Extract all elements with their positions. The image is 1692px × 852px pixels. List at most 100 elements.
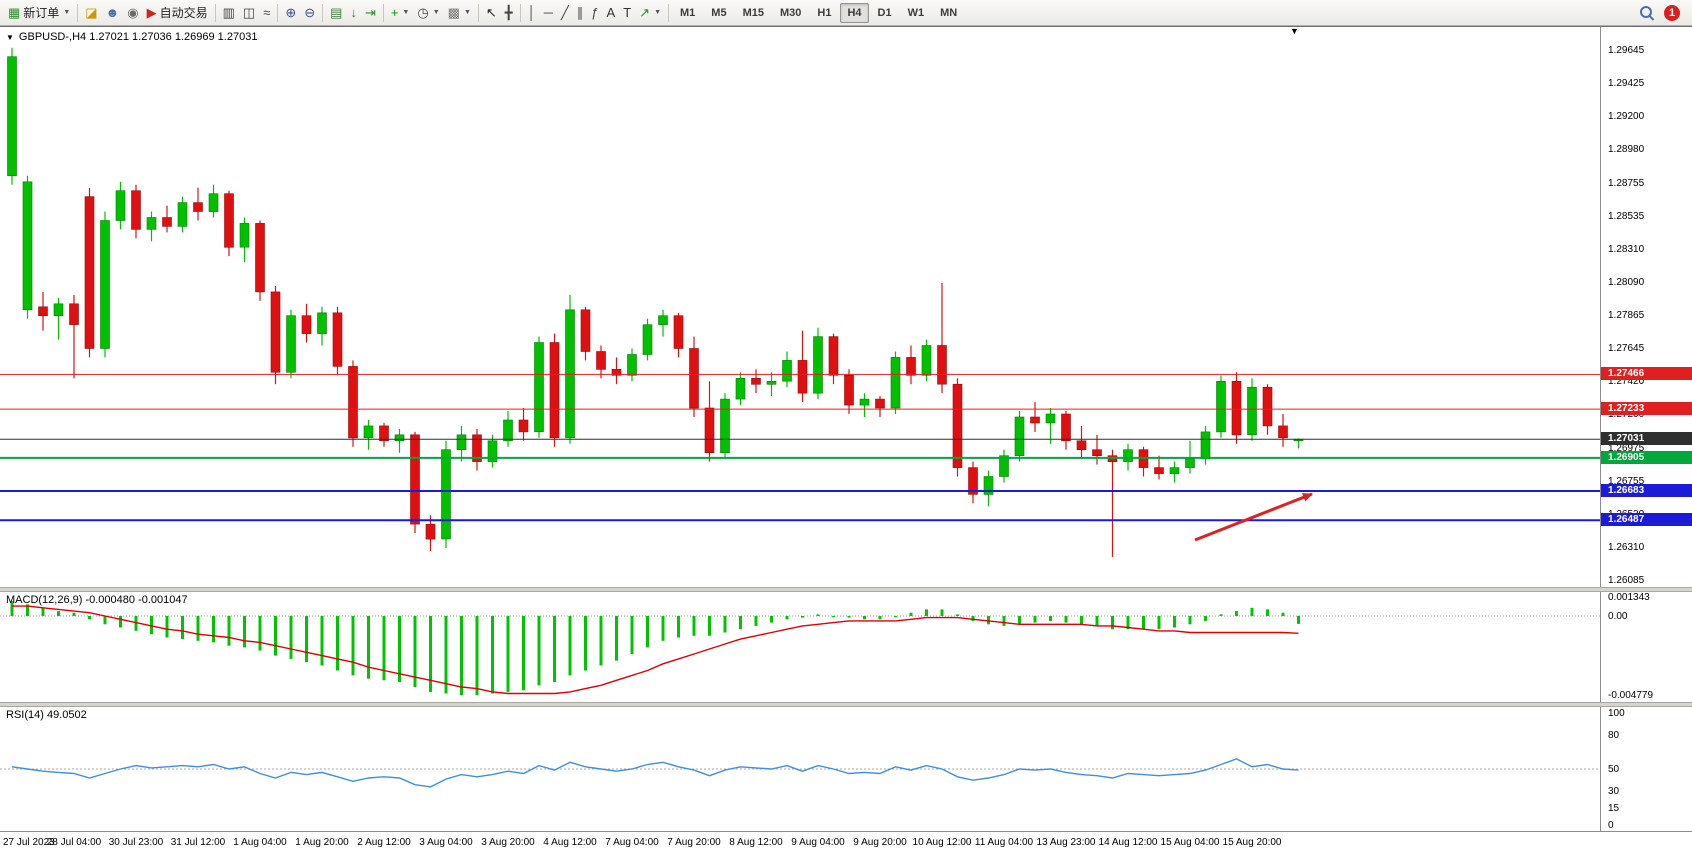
price-scale-tick: 1.29645: [1608, 45, 1645, 56]
bar-chart-button[interactable]: ▥: [219, 4, 239, 21]
toolbar-separator: [382, 3, 384, 22]
search-icon[interactable]: [1640, 5, 1654, 20]
zoom-in-icon: ⊕: [285, 5, 297, 20]
time-axis-label: 11 Aug 04:00: [974, 837, 1034, 848]
rsi-scale-tick: 100: [1608, 707, 1625, 719]
profile-icon: ☻: [105, 5, 120, 20]
time-axis-label: 8 Aug 12:00: [729, 837, 783, 848]
price-scale-tick: 1.27865: [1608, 310, 1645, 321]
timeframe-d1-button[interactable]: D1: [877, 6, 892, 19]
timeframe-m30-button[interactable]: M30: [779, 6, 802, 19]
chart-shift-icon: ⇥: [364, 5, 376, 20]
panel-splitter[interactable]: [0, 587, 1692, 592]
time-axis-label: 7 Aug 04:00: [605, 837, 659, 848]
price-scale[interactable]: 1.29645 1.29425 1.29200 1.28980 1.28755 1.285…: [1600, 27, 1692, 587]
label-button[interactable]: T: [619, 4, 635, 21]
price-scale-tick: 1.28090: [1608, 276, 1645, 288]
cursor-button[interactable]: ↖: [482, 4, 501, 21]
macd-panel[interactable]: MACD(12,26,9) -0.000480 -0.001047: [0, 592, 1600, 702]
price-scale-tick: 1.28535: [1608, 210, 1645, 222]
timeframe-m1-button[interactable]: M1: [680, 6, 696, 19]
time-axis-label: 1 Aug 20:00: [295, 837, 349, 848]
timeframe-h1-button[interactable]: H1: [817, 6, 832, 19]
auto-scroll-button[interactable]: ↓: [346, 4, 361, 21]
rsi-scale-tick: 80: [1608, 730, 1620, 742]
chart-shift-button[interactable]: ⇥: [361, 4, 380, 21]
community-icon: ◉: [127, 5, 139, 20]
chart-header: ▼ GBPUSD-,H4 1.27021 1.27036 1.26969 1.2…: [6, 31, 257, 43]
timeframe-m15-button[interactable]: M15: [742, 6, 764, 19]
text-button[interactable]: A: [603, 4, 620, 21]
fibonacci-button[interactable]: ƒ: [587, 4, 602, 21]
arrows-button[interactable]: ↗ ▼: [635, 4, 665, 21]
timeframe-group: M1 M5 M15 M30 H1 H4 D1 W1 MN: [672, 2, 965, 23]
quotes-window-button[interactable]: ◪: [81, 4, 101, 21]
channel-button[interactable]: ∥: [573, 4, 588, 21]
bar-chart-icon: ▥: [222, 5, 235, 20]
toolbar-separator: [322, 3, 324, 22]
timeframe-mn-button[interactable]: MN: [940, 6, 958, 19]
indicators-icon: +: [390, 5, 399, 20]
macd-scale-tick: 0.00: [1608, 611, 1628, 622]
time-axis-label: 3 Aug 20:00: [481, 837, 535, 848]
timeframe-m5-button[interactable]: M5: [711, 6, 727, 19]
main-chart[interactable]: ▼ GBPUSD-,H4 1.27021 1.27036 1.26969 1.2…: [0, 27, 1600, 587]
auto-scroll-icon: ↓: [350, 5, 357, 20]
horizontal-line-button[interactable]: ─: [540, 4, 557, 21]
dropdown-caret-icon: ▼: [63, 9, 71, 16]
dropdown-caret-icon: ▼: [654, 9, 661, 16]
rsi-scale-tick: 0: [1608, 820, 1614, 831]
crosshair-button[interactable]: ╋: [501, 4, 517, 21]
price-line-label: 1.27031: [1601, 432, 1692, 446]
horizontal-line-icon: ─: [543, 5, 553, 20]
zoom-out-icon: ⊖: [304, 5, 316, 20]
timeframe-h4-button[interactable]: H4: [840, 2, 869, 23]
periods-button[interactable]: ◷ ▼: [413, 4, 443, 21]
arrows-icon: ↗: [639, 5, 651, 20]
toolbar-separator: [77, 3, 79, 22]
dropdown-caret-icon: ▼: [432, 9, 440, 16]
chart-shift-marker-icon[interactable]: ▼: [1290, 27, 1299, 36]
toolbar-separator: [477, 3, 479, 22]
zoom-in-button[interactable]: ⊕: [281, 4, 300, 21]
zoom-out-button[interactable]: ⊖: [300, 4, 319, 21]
autotrading-button[interactable]: ▶ 自动交易: [143, 2, 212, 23]
community-button[interactable]: ◉: [123, 4, 142, 21]
autotrading-button-label: 自动交易: [159, 6, 208, 20]
new-order-button[interactable]: ▦ 新订单 ▼: [4, 2, 74, 23]
timeframe-w1-button[interactable]: W1: [907, 6, 925, 19]
time-axis-label: 9 Aug 04:00: [791, 837, 845, 848]
price-scale-tick: 1.29200: [1608, 111, 1645, 123]
panel-splitter-2[interactable]: [0, 702, 1692, 707]
tile-windows-button[interactable]: ▤: [326, 4, 346, 21]
line-chart-icon: ≈: [263, 5, 271, 20]
rsi-scale: 100 80 50 30 15 0: [1600, 707, 1692, 831]
toolbar-separator: [214, 3, 216, 22]
time-axis-label: 13 Aug 23:00: [1036, 837, 1096, 848]
indicators-button[interactable]: + ▼: [387, 4, 414, 21]
time-axis-label: 2 Aug 12:00: [357, 837, 411, 848]
toolbar-separator: [668, 3, 669, 22]
macd-label: MACD(12,26,9) -0.000480 -0.001047: [6, 594, 188, 606]
vertical-line-button[interactable]: │: [524, 4, 540, 21]
toolbar-separator: [519, 3, 521, 22]
toolbar-right-group: 1: [1640, 4, 1688, 21]
time-axis-label: 7 Aug 20:00: [667, 837, 721, 848]
price-scale-tick: 1.29425: [1608, 78, 1645, 90]
label-icon: T: [623, 5, 632, 20]
symbol-dropdown-icon[interactable]: ▼: [6, 32, 14, 42]
trendline-button[interactable]: ╱: [557, 4, 573, 21]
rsi-label: RSI(14) 49.0502: [6, 709, 87, 721]
time-axis-label: 10 Aug 12:00: [912, 837, 972, 848]
autotrading-icon: ▶: [146, 5, 157, 20]
profile-button[interactable]: ☻: [102, 4, 124, 21]
time-axis[interactable]: 27 Jul 2023 28 Jul 04:00 30 Jul 23:00 31 Ju…: [0, 831, 1692, 852]
candlestick-chart-button[interactable]: ◫: [239, 4, 259, 21]
price-scale-tick: 1.26975: [1608, 442, 1645, 454]
rsi-panel[interactable]: RSI(14) 49.0502: [0, 707, 1600, 831]
templates-button[interactable]: ▩ ▼: [444, 4, 475, 21]
line-chart-button[interactable]: ≈: [259, 4, 274, 21]
periods-icon: ◷: [417, 5, 429, 20]
notification-badge[interactable]: 1: [1664, 4, 1680, 21]
